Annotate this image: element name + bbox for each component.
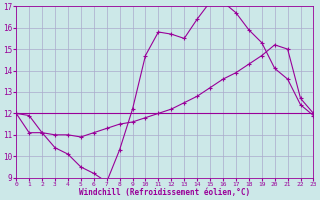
X-axis label: Windchill (Refroidissement éolien,°C): Windchill (Refroidissement éolien,°C) bbox=[79, 188, 250, 197]
